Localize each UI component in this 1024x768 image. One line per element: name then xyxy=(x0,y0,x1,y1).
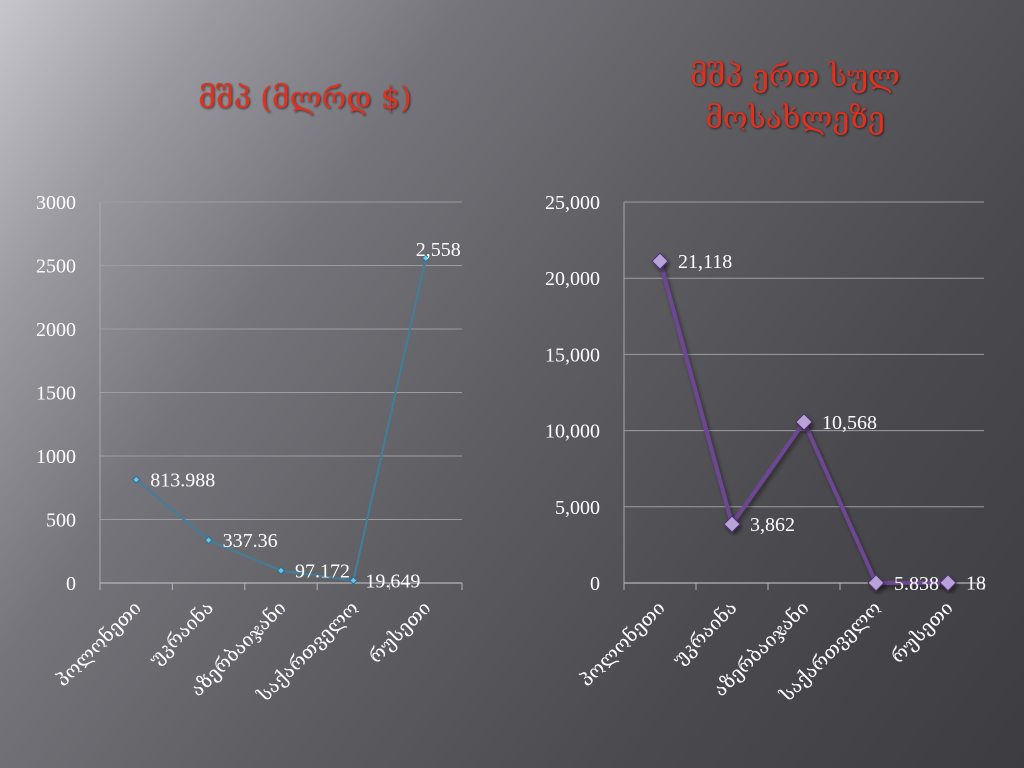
chart-title-gdp: მშპ (მლრდ $) xyxy=(198,81,412,116)
data-point-marker xyxy=(651,252,669,270)
data-point-marker xyxy=(204,535,213,545)
x-category-label: პოლონეთი xyxy=(575,597,669,691)
y-tick-label: 1500 xyxy=(36,383,76,405)
data-point-marker xyxy=(939,574,957,592)
data-point-marker xyxy=(349,576,358,585)
x-category-label: უკრაინა xyxy=(145,597,218,670)
data-point-marker xyxy=(276,566,286,575)
y-tick-label: 2000 xyxy=(36,319,76,341)
y-tick-label: 1000 xyxy=(36,446,76,468)
data-label: 2,558 xyxy=(416,239,461,261)
data-label: 813.988 xyxy=(150,470,215,492)
data-label: 3,862 xyxy=(750,514,795,536)
data-point-marker xyxy=(867,574,885,592)
y-tick-label: 0 xyxy=(66,573,76,595)
data-label: 21,118 xyxy=(678,251,732,273)
chart-gdp-per-capita: 0 5,000 10,000 15,000 20,000 25,000 პოლონეთი უკ… xyxy=(545,192,986,707)
data-label: 5.838 xyxy=(894,573,939,595)
data-point-marker xyxy=(131,475,141,484)
data-label: 10,568 xyxy=(822,412,877,434)
x-category-label: რუსეთი xyxy=(365,598,435,668)
data-label: 97.172 xyxy=(295,561,350,583)
y-tick-label: 500 xyxy=(46,510,76,532)
chart-title-gdp-per-capita: მშპ ერთ სულ მოსახლეზე xyxy=(689,59,901,136)
y-tick-label: 15,000 xyxy=(545,344,600,366)
y-tick-label: 5,000 xyxy=(555,497,600,519)
y-tick-label: 25,000 xyxy=(545,192,600,214)
data-point-marker xyxy=(723,515,741,533)
data-point-marker xyxy=(421,253,431,263)
y-tick-label: 3000 xyxy=(36,192,76,214)
y-tick-label: 2500 xyxy=(36,256,76,278)
x-category-label: რუსეთი xyxy=(887,598,957,668)
y-tick-label: 0 xyxy=(590,573,600,595)
data-label: 19.649 xyxy=(365,571,420,593)
y-tick-label: 20,000 xyxy=(545,268,600,290)
data-label: 337.36 xyxy=(223,530,278,552)
data-point-marker xyxy=(795,413,813,431)
x-category-label: უკრაინა xyxy=(668,597,741,670)
x-category-label: პოლონეთი xyxy=(52,597,146,691)
series-line xyxy=(135,257,427,582)
data-label: 18 xyxy=(966,573,986,595)
y-tick-label: 10,000 xyxy=(545,421,600,443)
